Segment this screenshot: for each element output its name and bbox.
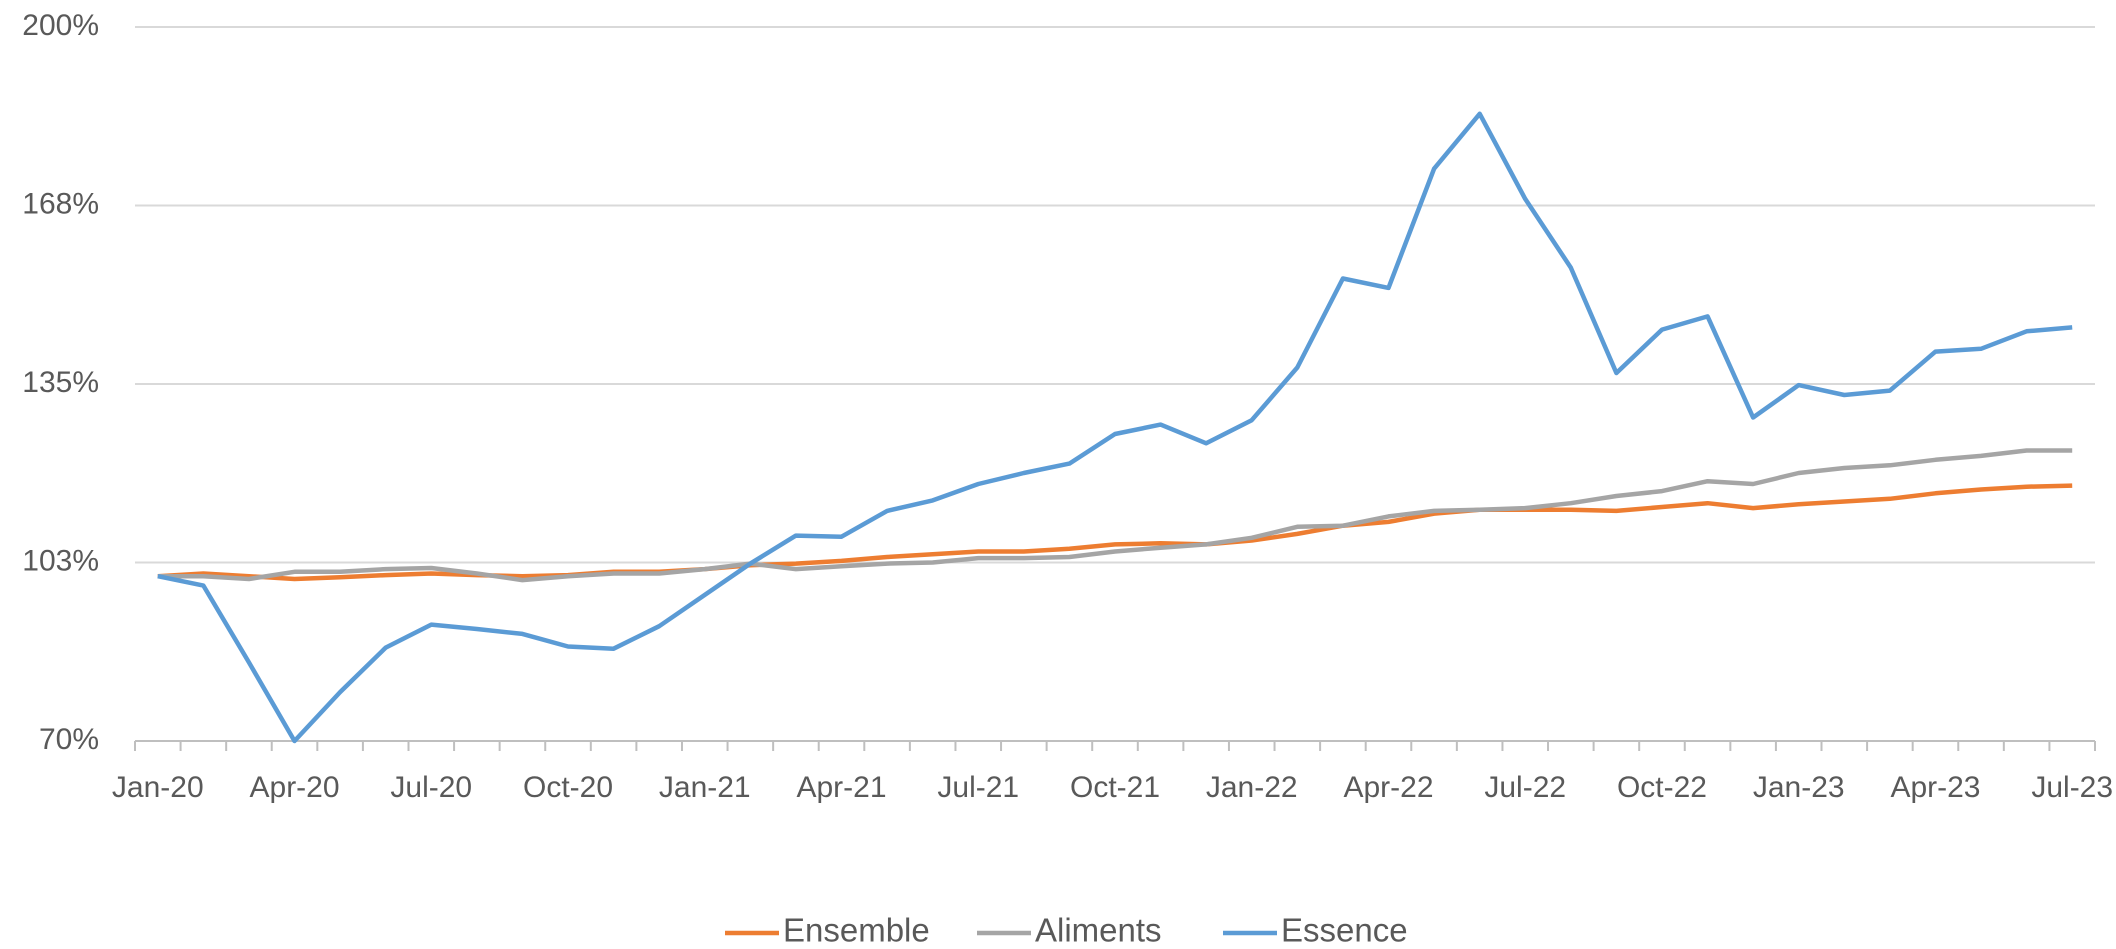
x-tick-label: Apr-23 [1890, 771, 1980, 804]
x-tick-label: Oct-21 [1070, 771, 1160, 804]
x-tick-label: Apr-20 [250, 771, 340, 804]
y-tick-label: 200% [22, 9, 99, 42]
x-tick-label: Jul-23 [2031, 771, 2113, 804]
x-tick-label: Apr-21 [796, 771, 886, 804]
x-tick-label: Jul-21 [937, 771, 1019, 804]
x-tick-label: Jul-20 [390, 771, 472, 804]
legend-label: Essence [1281, 912, 1408, 949]
series-line [157, 483, 2073, 582]
x-tick-label: Oct-22 [1617, 771, 1707, 804]
y-tick-label: 168% [22, 187, 99, 220]
series-line [157, 448, 2073, 583]
x-tick-label: Jul-22 [1484, 771, 1566, 804]
y-tick-label: 103% [22, 544, 99, 577]
x-tick-label: Jan-21 [659, 771, 751, 804]
legend-label: Aliments [1035, 912, 1162, 949]
y-tick-label: 70% [39, 723, 99, 756]
x-tick-label: Jan-20 [112, 771, 204, 804]
series-line [157, 111, 2073, 744]
y-tick-label: 135% [22, 366, 99, 399]
x-tick-label: Oct-20 [523, 771, 613, 804]
legend-label: Ensemble [783, 912, 930, 949]
x-tick-label: Apr-22 [1343, 771, 1433, 804]
x-tick-label: Jan-23 [1753, 771, 1845, 804]
x-tick-label: Jan-22 [1206, 771, 1298, 804]
